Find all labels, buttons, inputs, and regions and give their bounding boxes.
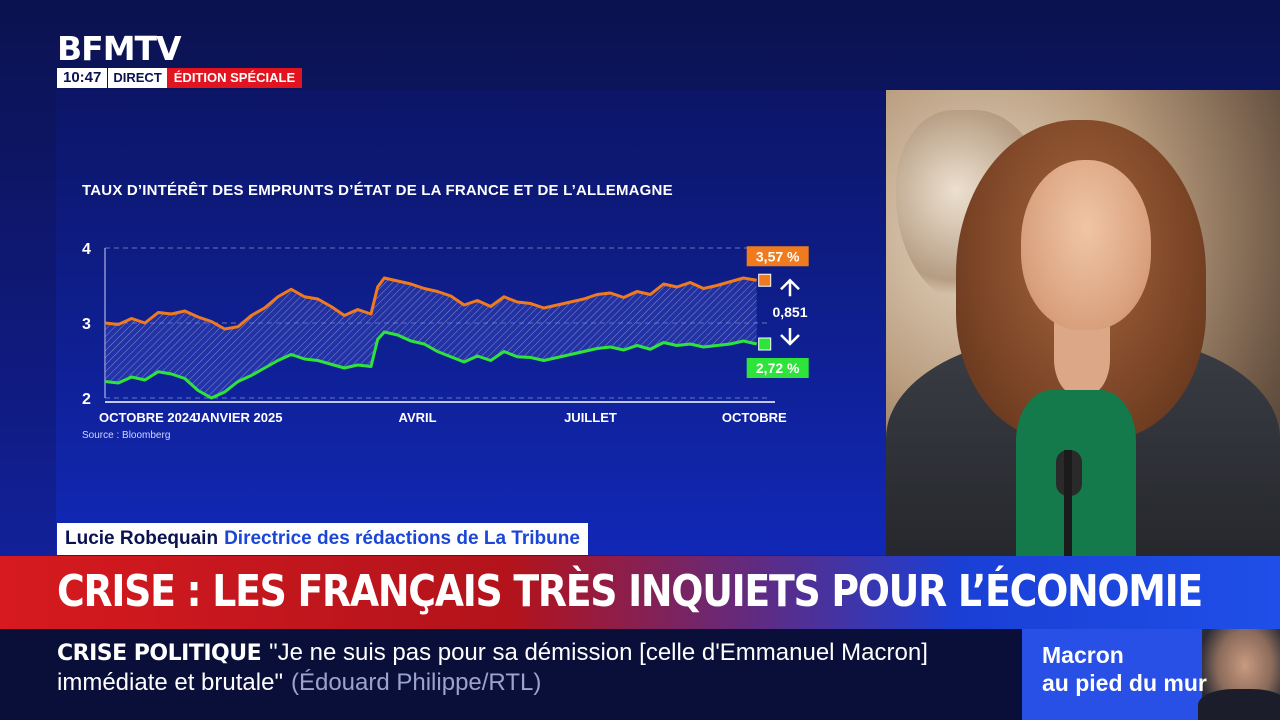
x-tick-label-2: AVRIL	[399, 410, 437, 425]
headline: CRISE : LES FRANÇAIS TRÈS INQUIETS POUR …	[57, 566, 1203, 617]
chart-source: Source : Bloomberg	[82, 430, 171, 441]
studio-video	[886, 90, 1280, 556]
guest-role: Directrice des rédactions de La Tribune	[224, 528, 580, 549]
series-end-label-1: 2,72 %	[756, 360, 800, 376]
promo-text: Macron au pied du mur	[1042, 641, 1207, 697]
x-tick-label-3: JUILLET	[564, 410, 617, 425]
edition-badge: ÉDITION SPÉCIALE	[166, 68, 303, 88]
guest-name: Lucie Robequain	[65, 528, 219, 549]
spread-arrow-up-icon	[780, 278, 800, 297]
clock: 10:47	[57, 68, 108, 88]
promo-line-1: Macron	[1042, 642, 1124, 668]
news-ticker	[0, 629, 1022, 720]
series-end-label-bg-0	[746, 246, 809, 267]
series-line-0	[104, 276, 757, 331]
guest-name-strap: Lucie Robequain Directrice des rédaction…	[57, 523, 588, 555]
ticker-source: (Édouard Philippe/RTL)	[290, 669, 542, 696]
spread-label: 0,851	[772, 304, 807, 320]
spread-arrow-down-icon	[780, 328, 800, 346]
channel-logo: BFMTV	[57, 29, 182, 68]
headline-band	[0, 556, 1280, 629]
ticker-quote-part-1: "Je ne suis pas pour sa démission [celle…	[269, 639, 928, 666]
x-tick-label-0: OCTOBRE 2024	[99, 410, 197, 425]
live-bar: 10:47 DIRECT ÉDITION SPÉCIALE	[57, 68, 303, 88]
bond-yield-chart: 2 3 4 3,57 % 2,72 % 0,851 OCTOBRE 2024JANVIER …	[82, 241, 809, 425]
ticker-label: CRISE POLITIQUE	[57, 641, 262, 666]
chart-title: TAUX D’INTÉRÊT DES EMPRUNTS D’ÉTAT DE LA…	[82, 182, 673, 199]
promo-photo-suit	[1198, 689, 1280, 720]
y-tick-label-3: 3	[82, 316, 91, 333]
series-line-1	[104, 330, 758, 400]
live-badge: DIRECT	[107, 68, 167, 88]
ticker-quote-part-2: immédiate et brutale"	[57, 669, 283, 696]
x-tick-label-1: JANVIER 2025	[194, 410, 283, 425]
guest-face	[1021, 160, 1151, 330]
promo-line-2: au pied du mur	[1042, 670, 1207, 696]
y-tick-label-4: 4	[82, 241, 91, 258]
series-end-label-bg-1	[746, 358, 809, 378]
x-tick-label-4: OCTOBRE	[722, 410, 787, 425]
next-program-promo[interactable]: Macron au pied du mur	[1022, 629, 1280, 720]
series-end-label-0: 3,57 %	[756, 248, 800, 264]
spread-band-hatch	[105, 278, 757, 398]
ticker-line-2: immédiate et brutale" (Édouard Philippe/R…	[57, 668, 541, 698]
y-tick-label-2: 2	[82, 391, 91, 408]
series-end-marker-0	[758, 273, 772, 287]
series-end-marker-1	[758, 337, 772, 351]
ticker-line-1: CRISE POLITIQUE "Je ne suis pas pour sa d…	[57, 638, 928, 669]
microphone-stand	[1064, 450, 1072, 556]
